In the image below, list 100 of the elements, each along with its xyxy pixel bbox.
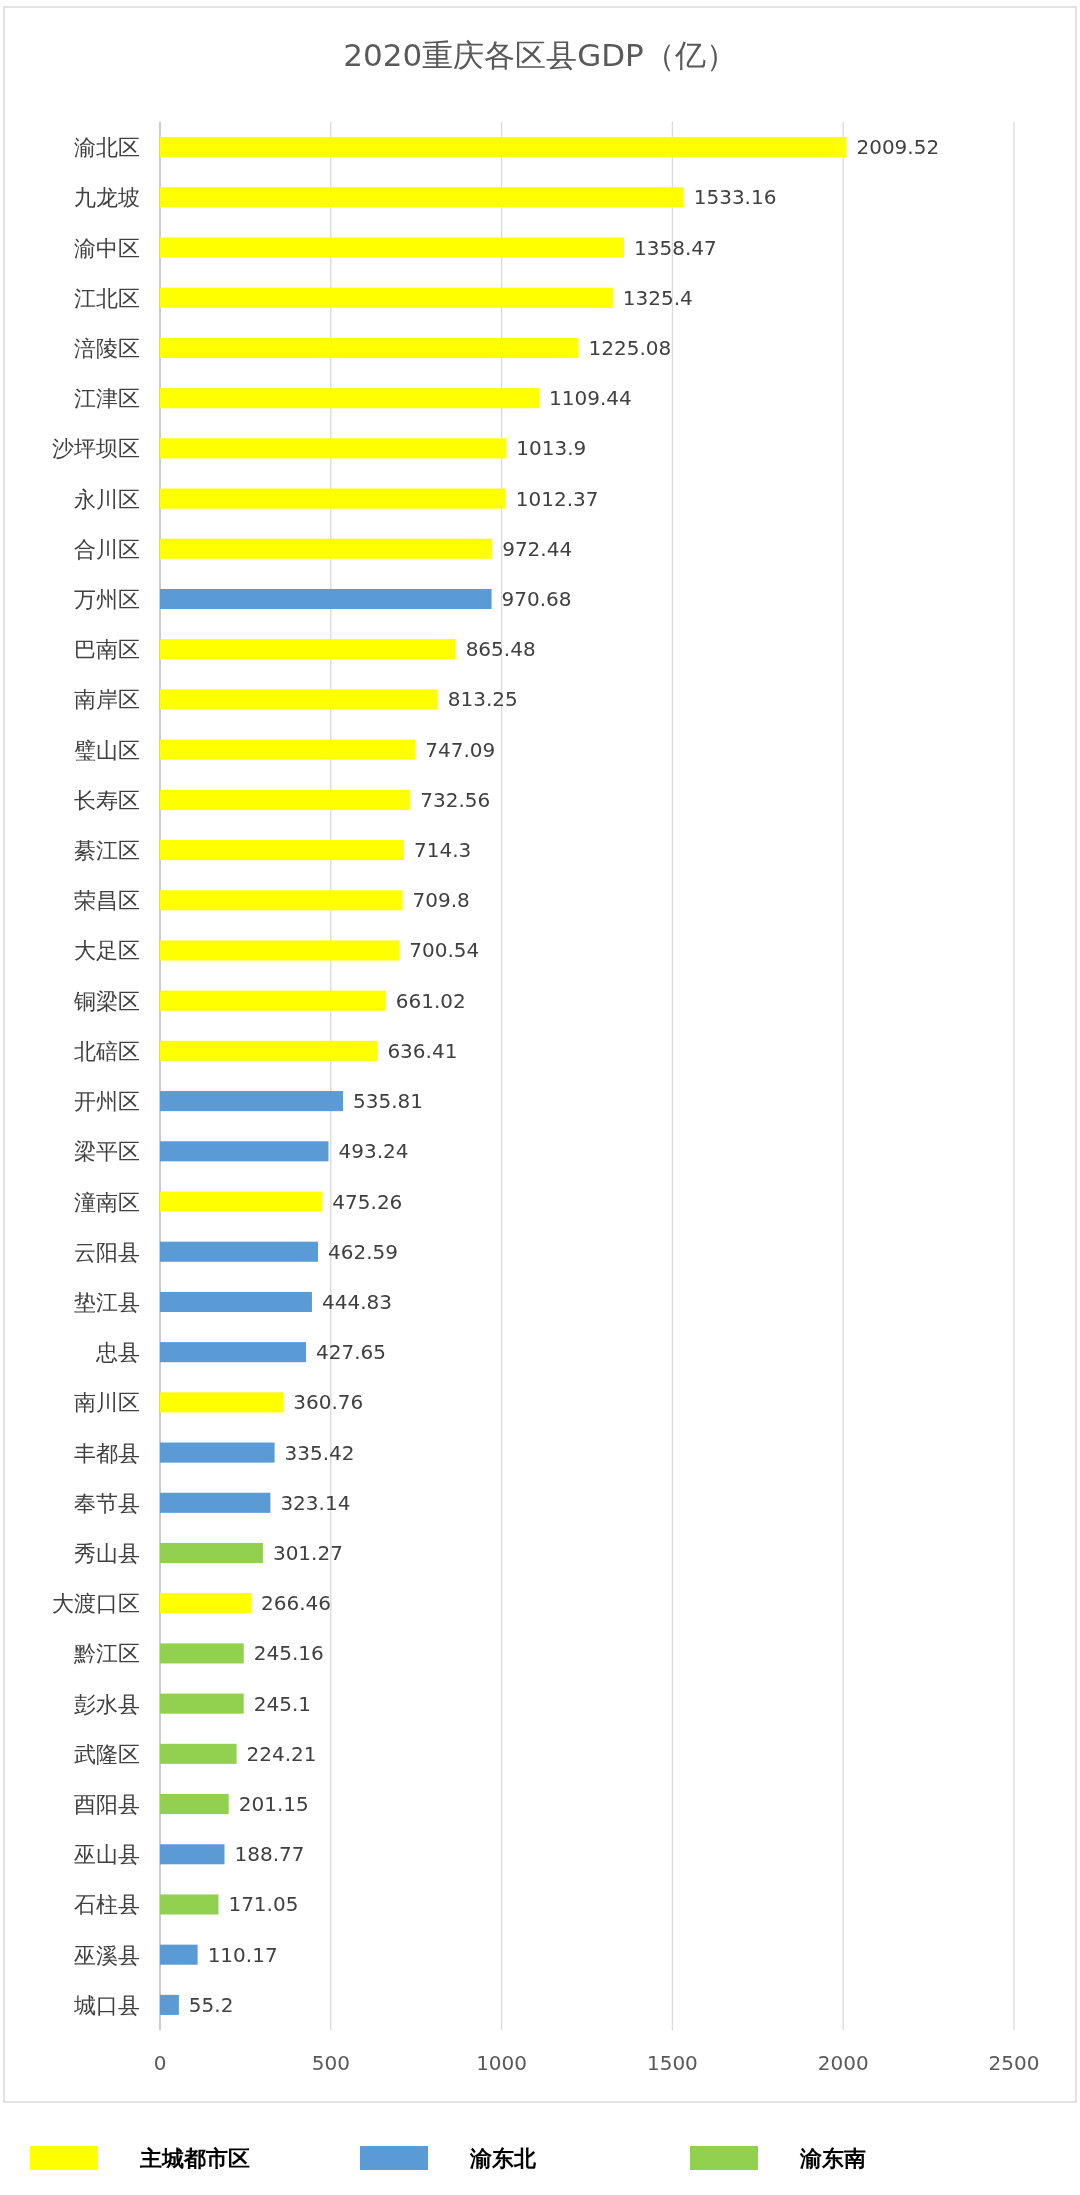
- data-label: 335.42: [284, 1440, 355, 1465]
- bar: [160, 1643, 244, 1664]
- data-label: 266.46: [261, 1591, 332, 1616]
- y-tick-label: 江津区: [74, 386, 140, 412]
- y-tick-label: 渝中区: [74, 235, 140, 261]
- data-label: 1325.4: [622, 285, 693, 310]
- bar: [160, 1091, 344, 1112]
- y-tick-label: 奉节县: [74, 1490, 140, 1516]
- bar: [160, 1040, 378, 1061]
- chart-title: 2020重庆各区县GDP（亿）: [343, 37, 737, 73]
- data-label: 224.21: [246, 1741, 317, 1766]
- bar: [160, 1141, 329, 1162]
- bar: [160, 237, 625, 258]
- y-tick-label: 巴南区: [74, 637, 140, 663]
- legend-label: 渝东北: [469, 2146, 537, 2171]
- data-label: 732.56: [420, 787, 491, 812]
- y-tick-label: 巫山县: [74, 1842, 140, 1868]
- bar: [160, 1542, 263, 1564]
- bar: [160, 1442, 275, 1463]
- y-tick-label: 云阳县: [74, 1239, 140, 1265]
- y-tick-label: 潼南区: [74, 1189, 140, 1215]
- bar: [160, 1994, 179, 2015]
- y-tick-label: 武隆区: [74, 1741, 140, 1767]
- data-label: 747.09: [425, 737, 496, 762]
- bar: [160, 187, 684, 208]
- data-label: 709.8: [412, 888, 470, 913]
- bar: [160, 840, 405, 861]
- bar: [160, 990, 386, 1011]
- bar: [160, 538, 493, 559]
- data-label: 301.27: [272, 1541, 343, 1565]
- data-label: 444.83: [321, 1289, 392, 1314]
- y-tick-label: 合川区: [74, 536, 140, 562]
- y-tick-label: 江北区: [74, 285, 140, 311]
- data-label: 865.48: [465, 637, 536, 662]
- bar: [160, 1342, 307, 1363]
- y-tick-label: 黔江区: [73, 1641, 140, 1667]
- bar: [160, 940, 400, 961]
- bar: [160, 639, 456, 660]
- y-tick-label: 铜梁区: [73, 988, 140, 1014]
- data-label: 1533.16: [693, 185, 777, 210]
- y-tick-label: 梁平区: [74, 1139, 140, 1165]
- data-label: 1013.9: [516, 436, 587, 461]
- data-label: 1225.08: [588, 335, 672, 360]
- bar: [160, 1291, 312, 1312]
- y-tick-label: 璧山区: [74, 737, 140, 763]
- y-tick-label: 秀山县: [74, 1541, 140, 1566]
- bar: [160, 1191, 323, 1212]
- y-tick-label: 忠县: [95, 1340, 140, 1366]
- data-label: 535.81: [353, 1089, 424, 1114]
- bar: [160, 1241, 319, 1262]
- data-label: 972.44: [502, 536, 573, 561]
- data-label: 493.24: [338, 1139, 409, 1164]
- y-tick-label: 彭水县: [74, 1691, 140, 1717]
- data-label: 661.02: [395, 988, 466, 1013]
- y-tick-label: 酉阳县: [74, 1792, 140, 1818]
- y-tick-label: 城口县: [73, 1992, 140, 2018]
- y-tick-label: 九龙坡: [74, 185, 140, 211]
- data-label: 110.17: [207, 1942, 278, 1967]
- bar: [160, 1844, 225, 1865]
- y-tick-label: 荣昌区: [74, 888, 140, 914]
- x-tick-label: 2000: [817, 2051, 869, 2075]
- data-label: 55.2: [188, 1992, 234, 2017]
- data-label: 1012.37: [515, 486, 599, 511]
- y-tick-label: 长寿区: [74, 787, 140, 813]
- bar: [160, 337, 579, 358]
- y-tick-label: 开州区: [74, 1089, 140, 1115]
- data-label: 970.68: [501, 587, 572, 611]
- y-tick-label: 南川区: [74, 1390, 140, 1416]
- y-tick-label: 北碚区: [74, 1038, 140, 1064]
- data-label: 462.59: [328, 1239, 399, 1264]
- y-tick-label: 南岸区: [74, 687, 140, 713]
- bar: [160, 1944, 198, 1965]
- bar: [160, 1743, 237, 1764]
- data-label: 1358.47: [634, 235, 717, 260]
- data-label: 188.77: [234, 1842, 305, 1867]
- y-tick-label: 丰都县: [74, 1440, 140, 1466]
- bar: [160, 739, 416, 760]
- bar: [160, 388, 539, 409]
- data-label: 1109.44: [548, 386, 632, 411]
- y-tick-label: 涪陵区: [74, 335, 140, 361]
- data-label: 2009.52: [856, 135, 940, 160]
- bar: [160, 1593, 252, 1614]
- data-label: 171.05: [228, 1892, 299, 1917]
- data-label: 813.25: [447, 687, 518, 712]
- x-tick-label: 0: [153, 2051, 167, 2075]
- bar: [160, 588, 492, 610]
- data-label: 201.15: [238, 1792, 309, 1817]
- y-tick-label: 永川区: [74, 486, 140, 512]
- bar: [160, 1894, 219, 1915]
- bar: [160, 1492, 271, 1513]
- bar: [160, 287, 613, 308]
- bar: [160, 1794, 229, 1815]
- y-tick-label: 石柱县: [74, 1892, 140, 1918]
- y-tick-label: 渝北区: [74, 135, 140, 161]
- bar: [160, 488, 506, 509]
- data-label: 636.41: [387, 1038, 458, 1063]
- y-tick-label: 大足区: [74, 938, 140, 964]
- bar: [160, 1693, 244, 1714]
- y-tick-label: 沙坪坝区: [52, 436, 140, 462]
- bar: [160, 1392, 284, 1413]
